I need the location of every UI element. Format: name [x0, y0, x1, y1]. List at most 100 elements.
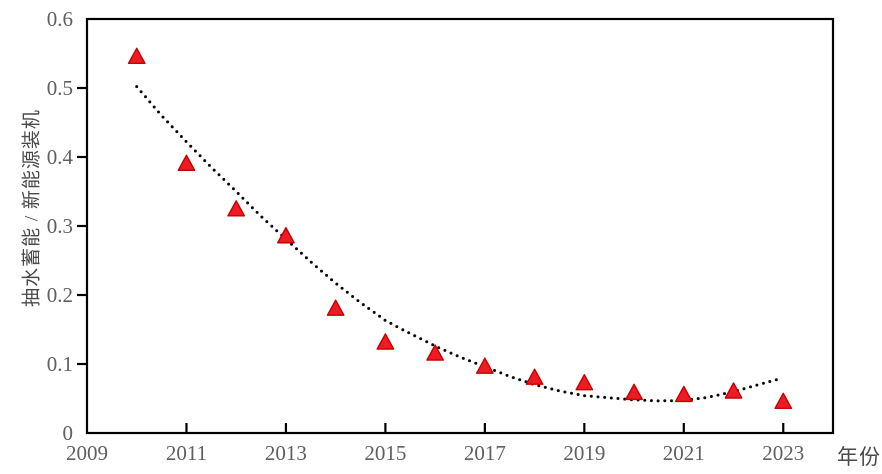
- trend-dot: [241, 196, 245, 200]
- data-point-triangle: [724, 382, 743, 399]
- plot-area-frame: [85, 17, 835, 435]
- trend-dot: [443, 348, 447, 352]
- trend-dot: [461, 356, 465, 360]
- trend-dot: [449, 351, 453, 355]
- trend-dot: [616, 397, 620, 400]
- trend-dot: [157, 110, 160, 114]
- trend-dot: [583, 394, 587, 398]
- data-point-triangle: [575, 374, 594, 391]
- trend-dot: [275, 229, 279, 233]
- x-tick-label: 2021: [663, 441, 705, 465]
- trend-dot: [455, 354, 459, 358]
- trend-dot: [372, 310, 376, 314]
- trend-dot: [335, 282, 339, 286]
- data-point-triangle: [277, 227, 295, 244]
- trend-dot: [696, 397, 700, 401]
- trend-dot: [198, 154, 202, 158]
- x-tick-label: 2015: [364, 441, 406, 465]
- trend-dot: [148, 100, 152, 104]
- trend-dot: [304, 256, 308, 260]
- data-point-triangle: [376, 333, 395, 350]
- trend-dot: [345, 290, 349, 294]
- trend-dot: [246, 201, 250, 205]
- trend-dot: [367, 307, 371, 310]
- y-tick-label: 0.4: [47, 145, 74, 169]
- trend-dot: [314, 265, 318, 269]
- data-point-triangle: [127, 47, 146, 65]
- trend-dot: [175, 130, 179, 134]
- trend-dot: [755, 383, 759, 387]
- x-tick-label: 2011: [166, 441, 207, 465]
- trend-dot: [749, 385, 752, 389]
- data-point-triangle: [426, 344, 445, 361]
- trend-dot: [419, 337, 423, 341]
- x-tick-label: 2013: [265, 441, 307, 465]
- y-axis-title: 抽水蓄能 / 新能源装机: [21, 109, 43, 307]
- trend-dot: [383, 318, 387, 322]
- trend-dot: [236, 192, 240, 195]
- data-point-triangle: [475, 357, 494, 374]
- data-point-triangle: [177, 154, 196, 172]
- trend-dot: [556, 389, 560, 393]
- trend-dot: [543, 385, 547, 389]
- x-tick-label: 2017: [464, 441, 506, 465]
- trend-dot: [413, 334, 417, 338]
- y-tick-label: 0: [63, 421, 74, 445]
- trend-dot: [212, 168, 216, 172]
- trend-dot: [576, 393, 580, 396]
- trend-dot: [768, 380, 772, 383]
- trend-dot: [270, 224, 274, 228]
- trend-dot: [299, 251, 303, 255]
- data-point-triangle: [525, 368, 544, 385]
- trend-dot: [260, 215, 264, 219]
- trend-dot: [656, 399, 660, 403]
- trend-dot: [407, 331, 411, 335]
- trend-dot: [189, 144, 193, 148]
- trend-dot: [723, 392, 726, 396]
- trend-dot: [663, 399, 667, 403]
- trend-dot: [518, 378, 522, 382]
- trend-dot: [761, 381, 765, 385]
- data-point-triangle: [625, 383, 643, 401]
- trend-dot: [670, 399, 673, 403]
- x-tick-label: 2009: [66, 441, 108, 465]
- trend-dot: [193, 149, 197, 153]
- trend-dot: [596, 395, 600, 399]
- y-tick-label: 0.2: [47, 283, 73, 307]
- x-tick-label: 2023: [762, 441, 804, 465]
- y-tick-label: 0.3: [47, 214, 73, 238]
- trend-dot: [217, 173, 221, 177]
- trend-dot: [231, 187, 235, 191]
- data-point-triangle: [227, 200, 246, 217]
- trend-dot: [309, 260, 313, 264]
- trend-dot: [203, 159, 207, 163]
- trend-dot: [320, 269, 323, 273]
- trend-dot: [170, 125, 174, 129]
- trend-dot: [222, 177, 226, 181]
- trend-dot: [425, 340, 429, 344]
- trend-dot: [742, 387, 746, 391]
- trend-dot: [537, 384, 541, 388]
- trend-dot: [774, 378, 778, 382]
- trend-dot: [207, 163, 211, 167]
- trend-dot: [179, 135, 183, 138]
- trend-dot: [351, 295, 355, 298]
- trend-dot: [570, 391, 573, 395]
- trend-dot: [468, 359, 471, 363]
- trend-dot: [255, 210, 259, 214]
- trend-dot: [395, 325, 399, 329]
- trend-dot: [227, 182, 231, 186]
- y-tick-label: 0.5: [47, 76, 73, 100]
- trend-dot: [474, 361, 478, 365]
- trend-dot: [431, 343, 435, 347]
- trend-dot: [389, 321, 393, 325]
- trend-dot: [511, 376, 515, 380]
- trend-dot: [184, 139, 188, 143]
- trend-dot: [643, 398, 647, 402]
- trend-dot: [144, 95, 147, 99]
- trend-dot: [152, 105, 156, 109]
- x-tick-label: 2019: [563, 441, 605, 465]
- trend-dot: [603, 395, 607, 399]
